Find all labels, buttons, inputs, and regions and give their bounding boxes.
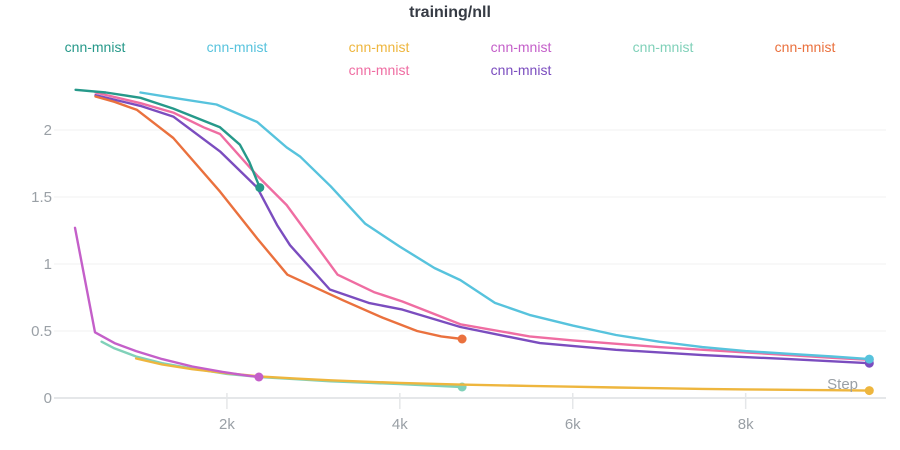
legend-item-run-8[interactable]: cnn-mnist [490,62,552,78]
x-tick-label: 4k [392,416,408,433]
legend-item-run-5[interactable]: cnn-mnist [632,39,694,55]
series-line-run-5[interactable] [100,340,464,389]
legend: cnn-mnist cnn-mnist cnn-mnist cnn-mnist cnn-… [0,36,900,82]
legend-item-run-6[interactable]: cnn-mnist [774,39,836,55]
x-axis-title: Step [827,376,858,393]
series-line-run-6[interactable] [94,95,464,341]
legend-item-run-4[interactable]: cnn-mnist [490,39,552,55]
legend-item-run-2[interactable]: cnn-mnist [206,39,268,55]
y-tick-label: 0 [44,390,52,407]
legend-item-run-1[interactable]: cnn-mnist [64,39,126,55]
series-end-dot-run-3 [864,386,874,396]
x-tick-label: 2k [219,416,235,433]
y-tick-label: 1 [44,256,52,273]
series-line-run-7[interactable] [94,91,871,361]
series-end-dot-run-6 [457,334,467,344]
y-tick-label: 2 [44,122,52,139]
series-end-dot-run-4 [254,372,264,382]
series-end-dot-run-1 [255,183,265,193]
legend-item-run-7[interactable]: cnn-mnist [348,62,410,78]
series-line-run-2[interactable] [139,91,871,361]
y-tick-label: 1.5 [31,189,52,206]
legend-item-run-3[interactable]: cnn-mnist [348,39,410,55]
y-tick-label: 0.5 [31,323,52,340]
series-line-run-8[interactable] [94,93,871,365]
series-line-run-1[interactable] [74,88,261,189]
x-tick-label: 6k [565,416,581,433]
series-end-dot-run-2 [864,354,874,364]
x-tick-label: 8k [738,416,754,433]
chart-title: training/nll [409,4,491,21]
series-line-run-4[interactable] [73,226,261,379]
